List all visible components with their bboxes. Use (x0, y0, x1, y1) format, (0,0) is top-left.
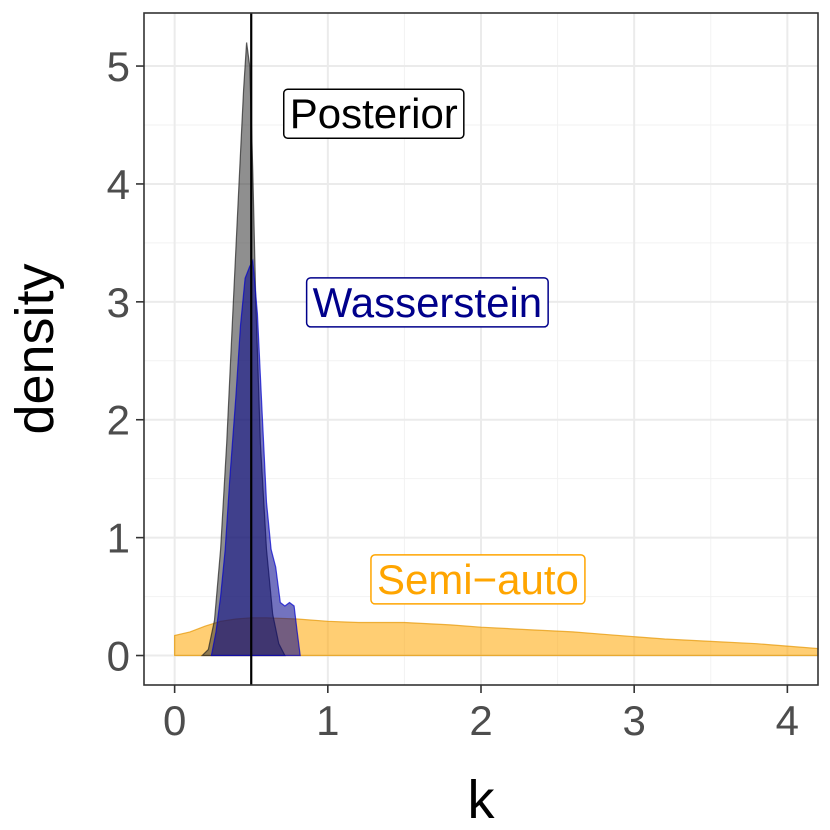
x-axis-title: k (468, 770, 496, 830)
y-tick-label: 3 (107, 279, 130, 326)
posterior-label-box (282, 88, 465, 139)
semi-auto-label-text: Semi−auto (377, 556, 579, 603)
wasserstein-label: Wasserstein (305, 277, 549, 328)
x-tick-label: 2 (469, 697, 492, 744)
posterior-label: Posterior (282, 88, 465, 139)
x-tick-label: 3 (623, 697, 646, 744)
series-labels: Semi−auto Posterior Wasserstein (282, 88, 586, 605)
x-tick-label: 4 (776, 697, 799, 744)
wasserstein-density-area (210, 258, 301, 657)
density-areas (174, 42, 819, 657)
x-axis: 0 1 2 3 4 (163, 685, 799, 744)
semi-auto-label: Semi−auto (370, 554, 586, 605)
y-axis-title: density (5, 263, 65, 434)
y-tick-label: 0 (107, 633, 130, 680)
y-tick-label: 5 (107, 43, 130, 90)
y-tick-label: 2 (107, 397, 130, 444)
wasserstein-label-box (305, 277, 549, 328)
x-tick-label: 0 (163, 697, 186, 744)
semi-auto-label-box (370, 554, 586, 605)
y-tick-label: 4 (107, 161, 130, 208)
x-tick-label: 1 (316, 697, 339, 744)
y-axis: 0 1 2 3 4 5 (107, 43, 144, 680)
wasserstein-label-text: Wasserstein (313, 279, 543, 326)
y-tick-label: 1 (107, 515, 130, 562)
posterior-label-text: Posterior (290, 90, 458, 137)
